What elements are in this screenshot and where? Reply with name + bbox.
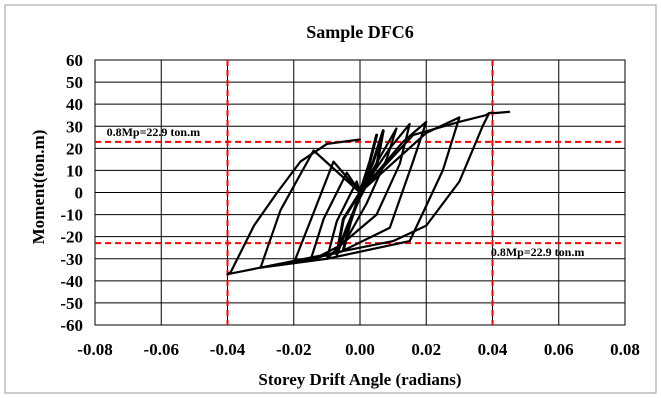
x-tick-labels: -0.08 -0.06 -0.04 -0.02 0.00 0.02 0.04 0.06 0.08: [77, 340, 640, 359]
hysteresis-loop: [309, 122, 411, 263]
y-tick-label: 30: [66, 117, 83, 136]
x-tick-label: -0.06: [144, 340, 179, 359]
y-tick-label: -60: [60, 316, 83, 335]
annotations: 0.8Mp=22.9 ton.m 0.8Mp=22.9 ton.m: [107, 125, 585, 259]
chart-border: [4, 4, 657, 394]
hysteresis-loop: [259, 116, 461, 269]
y-tick-label: -30: [60, 250, 83, 269]
y-tick-label: -20: [60, 228, 83, 247]
chart-title: Sample DFC6: [306, 22, 414, 42]
y-axis-label: Moment(ton.m): [29, 130, 48, 245]
hysteresis-loop: [325, 127, 398, 260]
x-tick-label: 0.08: [610, 340, 640, 359]
hysteresis-loop: [335, 129, 385, 256]
x-tick-label: 0.02: [411, 340, 441, 359]
y-tick-label: 0: [75, 184, 84, 203]
x-tick-label: 0.06: [544, 340, 574, 359]
x-tick-label: -0.04: [210, 340, 246, 359]
y-tick-label: 40: [66, 95, 83, 114]
hysteresis-curves: [226, 110, 511, 276]
x-axis-label: Storey Drift Angle (radians): [258, 370, 461, 389]
y-tick-label: 50: [66, 73, 83, 92]
hysteresis-loop: [292, 120, 428, 265]
y-tick-label: 60: [66, 51, 83, 70]
y-tick-label: 20: [66, 139, 83, 158]
x-tick-label: 0.04: [478, 340, 508, 359]
y-tick-label: -10: [60, 206, 83, 225]
x-tick-label: -0.02: [276, 340, 311, 359]
hysteresis-loop: [226, 111, 491, 276]
y-tick-label: -40: [60, 272, 83, 291]
annotation-label: 0.8Mp=22.9 ton.m: [107, 125, 201, 139]
annotation-label: 0.8Mp=22.9 ton.m: [491, 245, 585, 259]
y-tick-label: 10: [66, 161, 83, 180]
y-tick-label: -50: [60, 294, 83, 313]
x-tick-label: -0.08: [77, 340, 112, 359]
x-tick-label: 0.00: [345, 340, 375, 359]
hysteresis-loop: [488, 110, 511, 115]
y-tick-labels: 60 50 40 30 20 10 0 -10 -20 -30 -40 -50 -60: [60, 51, 83, 335]
plot-area: [94, 59, 626, 326]
